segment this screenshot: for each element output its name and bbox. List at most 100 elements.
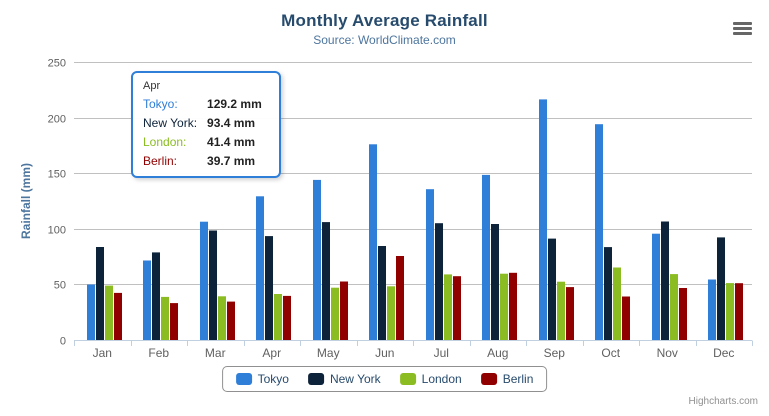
hamburger-icon xyxy=(732,21,752,25)
x-axis-label-apr: Apr xyxy=(262,346,281,360)
legend-label-new-york: New York xyxy=(329,372,381,386)
x-axis-label-sep: Sep xyxy=(544,346,566,360)
tooltip-rows: Tokyo: 129.2 mm New York: 93.4 mm London: 41.… xyxy=(143,97,269,168)
tooltip-series-value-tokyo-: 129.2 mm xyxy=(207,97,262,111)
x-axis-label-jul: Jul xyxy=(434,346,449,360)
bar-london-apr[interactable] xyxy=(274,294,282,340)
legend-swatch-london xyxy=(399,373,416,385)
bar-london-feb[interactable] xyxy=(161,296,169,340)
bar-tokyo-feb[interactable] xyxy=(143,260,151,341)
y-axis-label-50: 50 xyxy=(54,280,66,292)
chart-legend: Tokyo New York London Berlin xyxy=(221,366,548,392)
bar-berlin-apr[interactable] xyxy=(283,295,291,340)
bar-tokyo-oct[interactable] xyxy=(595,124,603,340)
bar-new-york-nov[interactable] xyxy=(661,221,669,341)
highcharts-credits-link[interactable]: Highcharts.com xyxy=(688,396,758,407)
y-axis-label-250: 250 xyxy=(48,58,66,70)
bar-london-aug[interactable] xyxy=(500,273,508,340)
bar-new-york-apr[interactable] xyxy=(265,236,273,340)
chart-title: Monthly Average Rainfall xyxy=(281,11,488,30)
bar-berlin-oct[interactable] xyxy=(622,296,630,341)
bar-berlin-feb[interactable] xyxy=(170,303,178,340)
x-axis-label-jun: Jun xyxy=(375,346,394,360)
tooltip-series-label-new-york-: New York: xyxy=(143,116,198,130)
bar-london-jun[interactable] xyxy=(387,286,395,340)
bar-berlin-dec[interactable] xyxy=(735,283,743,340)
bar-new-york-sep[interactable] xyxy=(548,238,556,340)
bar-berlin-jan[interactable] xyxy=(114,292,122,340)
bar-berlin-jun[interactable] xyxy=(396,256,404,340)
bar-tokyo-jul[interactable] xyxy=(426,189,434,340)
bar-berlin-jul[interactable] xyxy=(453,276,461,340)
legend-label-berlin: Berlin xyxy=(502,372,534,386)
legend-item-london[interactable]: London xyxy=(399,372,462,386)
chart-tooltip: Apr Tokyo: 129.2 mm New York: 93.4 mm London… xyxy=(131,71,281,178)
tooltip-series-value-new-york-: 93.4 mm xyxy=(207,116,256,130)
y-axis-label-150: 150 xyxy=(48,169,66,181)
bar-berlin-nov[interactable] xyxy=(679,288,687,340)
hamburger-icon xyxy=(732,26,752,30)
bar-london-nov[interactable] xyxy=(670,274,678,340)
bar-london-jan[interactable] xyxy=(105,285,113,340)
bar-new-york-dec[interactable] xyxy=(717,237,725,340)
x-axis-label-aug: Aug xyxy=(487,346,508,360)
tooltip-category: Apr xyxy=(143,80,161,92)
bar-tokyo-apr[interactable] xyxy=(256,196,264,340)
bar-london-may[interactable] xyxy=(331,287,339,340)
legend-item-berlin[interactable]: Berlin xyxy=(480,372,534,386)
bar-new-york-jun[interactable] xyxy=(378,246,386,340)
bar-new-york-feb[interactable] xyxy=(152,252,160,340)
bar-new-york-mar[interactable] xyxy=(209,230,217,341)
x-axis-label-nov: Nov xyxy=(657,346,678,360)
y-axis-label-0: 0 xyxy=(60,336,66,348)
bar-london-sep[interactable] xyxy=(557,281,565,340)
bar-tokyo-nov[interactable] xyxy=(652,233,660,340)
bar-berlin-sep[interactable] xyxy=(566,287,574,340)
x-axis-label-may: May xyxy=(317,346,340,360)
x-axis-label-dec: Dec xyxy=(713,346,734,360)
x-axis-label-jan: Jan xyxy=(93,346,112,360)
y-axis-label-200: 200 xyxy=(48,114,66,126)
bar-new-york-aug[interactable] xyxy=(491,224,499,340)
tooltip-series-value-london-: 41.4 mm xyxy=(207,135,256,149)
bar-new-york-oct[interactable] xyxy=(604,247,612,340)
tooltip-series-label-tokyo-: Tokyo: xyxy=(143,97,178,111)
bar-berlin-mar[interactable] xyxy=(227,301,235,340)
y-axis-title: Rainfall (mm) xyxy=(19,163,33,239)
bar-tokyo-jun[interactable] xyxy=(369,144,377,340)
tooltip-series-label-london-: London: xyxy=(143,135,187,149)
bar-london-mar[interactable] xyxy=(218,296,226,340)
bar-tokyo-jan[interactable] xyxy=(87,284,95,341)
bar-tokyo-may[interactable] xyxy=(313,179,321,340)
legend-swatch-tokyo xyxy=(235,373,252,385)
export-menu-button[interactable] xyxy=(729,16,755,40)
hamburger-icon xyxy=(732,31,752,35)
legend-label-tokyo: Tokyo xyxy=(257,372,289,386)
legend-swatch-berlin xyxy=(480,373,497,385)
bar-berlin-may[interactable] xyxy=(340,281,348,341)
x-axis-label-feb: Feb xyxy=(148,346,169,360)
legend-swatch-new-york xyxy=(307,373,324,385)
x-axis-label-oct: Oct xyxy=(601,346,620,360)
bar-london-dec[interactable] xyxy=(726,283,734,340)
legend-item-new-york[interactable]: New York xyxy=(307,372,381,386)
chart-subtitle: Source: WorldClimate.com xyxy=(313,33,456,47)
bar-tokyo-mar[interactable] xyxy=(200,221,208,340)
y-axis-label-100: 100 xyxy=(48,225,66,237)
legend-item-tokyo[interactable]: Tokyo xyxy=(235,372,289,386)
bar-new-york-may[interactable] xyxy=(322,222,330,340)
bar-new-york-jan[interactable] xyxy=(96,247,104,340)
bar-new-york-jul[interactable] xyxy=(435,223,443,340)
bar-london-oct[interactable] xyxy=(613,267,621,341)
bar-tokyo-sep[interactable] xyxy=(539,99,547,341)
x-axis-label-mar: Mar xyxy=(205,346,226,360)
tooltip-series-label-berlin-: Berlin: xyxy=(143,154,178,168)
bar-tokyo-dec[interactable] xyxy=(708,279,716,341)
bar-london-jul[interactable] xyxy=(444,274,452,340)
tooltip-series-value-berlin-: 39.7 mm xyxy=(207,154,256,168)
bar-berlin-aug[interactable] xyxy=(509,272,517,340)
bar-tokyo-aug[interactable] xyxy=(482,174,490,340)
legend-label-london: London xyxy=(421,372,462,386)
